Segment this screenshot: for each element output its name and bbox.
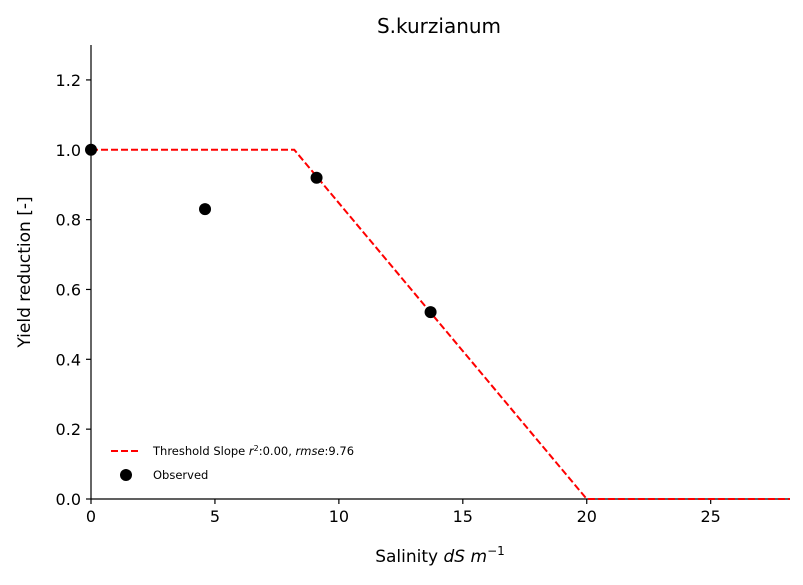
threshold-slope-line — [91, 148, 790, 500]
chart-title: S.kurzianum — [377, 14, 501, 38]
observed-point — [85, 143, 97, 156]
y-tick-label: 0.6 — [56, 280, 81, 299]
x-axis-label-exponent: −1 — [487, 544, 505, 558]
x-axis-label-prefix: Salinity — [375, 547, 443, 567]
x-tick-label: 20 — [577, 507, 597, 526]
legend-r2-value: :0.00, — [259, 444, 296, 458]
legend-observed-label: Observed — [153, 468, 208, 482]
y-tick-label: 1.2 — [56, 71, 81, 90]
x-tick-label: 5 — [210, 507, 220, 526]
x-axis-label-unit: dS m — [444, 547, 488, 567]
x-axis-label: Salinity dS m−1 — [375, 544, 505, 567]
legend-observed-marker — [120, 469, 132, 481]
x-tick-label: 25 — [701, 507, 721, 526]
x-tick-label: 10 — [329, 507, 349, 526]
y-axis-label: Yield reduction [-] — [15, 196, 35, 348]
series-group — [85, 143, 790, 500]
legend-threshold-label: Threshold Slope r2:0.00, rmse:9.76 — [152, 444, 354, 459]
observed-point — [310, 171, 323, 184]
legend-r2-symbol: r — [249, 444, 255, 458]
legend-r2-exponent: 2 — [254, 444, 259, 453]
x-axis-ticks: 0 5 10 15 20 25 — [86, 499, 721, 526]
y-tick-label: 0.8 — [56, 211, 81, 230]
y-tick-label: 1.0 — [56, 141, 81, 160]
y-tick-label: 0.0 — [56, 490, 81, 509]
y-axis-ticks: 0.0 0.2 0.4 0.6 0.8 1.0 1.2 — [56, 71, 91, 509]
legend-rmse-value: :9.76 — [325, 444, 354, 458]
observed-point — [199, 203, 212, 216]
legend-rmse-symbol: rmse — [296, 444, 325, 458]
legend: Threshold Slope r2:0.00, rmse:9.76 Obser… — [111, 444, 354, 482]
x-tick-label: 0 — [86, 507, 96, 526]
y-tick-label: 0.4 — [56, 350, 81, 369]
observed-point — [424, 306, 437, 319]
x-tick-label: 15 — [453, 507, 473, 526]
y-tick-label: 0.2 — [56, 420, 81, 439]
legend-threshold-prefix: Threshold Slope — [152, 444, 249, 458]
